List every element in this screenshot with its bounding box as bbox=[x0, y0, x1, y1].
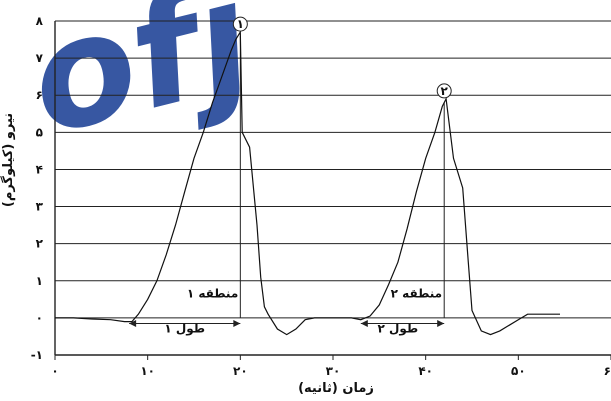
peak-marker-label: ۱ bbox=[237, 17, 244, 31]
y-tick-label: ۷ bbox=[36, 51, 44, 65]
y-tick-label: -۱ bbox=[31, 348, 43, 362]
chart-annotation: منطقه ۱ bbox=[187, 286, 238, 300]
plot-area bbox=[55, 30, 560, 336]
annotations: ۱ ۲ منطقه ۱ منطقه ۲ طول ۱ طول ۲ bbox=[129, 16, 452, 337]
x-tick-label: ۰ bbox=[51, 364, 58, 378]
y-tick-label: ۸ bbox=[36, 14, 44, 28]
y-tick-label: ۴ bbox=[36, 162, 43, 176]
chart-annotation: طول ۲ bbox=[377, 322, 418, 337]
x-tick-label: ۶۰ bbox=[604, 364, 611, 378]
x-tick-label: ۴۰ bbox=[418, 364, 433, 378]
x-tick-label: ۵۰ bbox=[511, 364, 526, 378]
grid bbox=[55, 20, 611, 356]
x-tick-label: ۳۰ bbox=[326, 364, 341, 378]
y-tick-label: ۳ bbox=[36, 200, 44, 214]
force-series-line bbox=[55, 30, 560, 336]
y-tick-label: ۱ bbox=[36, 274, 43, 288]
x-tick-label: ۱۰ bbox=[140, 364, 155, 378]
length-arrow-head-right bbox=[233, 319, 241, 327]
peak-marker-circle bbox=[436, 83, 452, 99]
y-tick-label: ۰ bbox=[36, 311, 43, 325]
x-tick-label: ۲۰ bbox=[233, 364, 248, 378]
peak-marker-circle bbox=[232, 16, 248, 32]
length-arrow-head-left bbox=[129, 319, 137, 327]
axes: -۱ ۰ ۱ ۲ ۳ ۴ ۵ ۶ ۷ ۸ ۰ ۱۰ ۲۰ ۳۰ ۴۰ ۵۰ ۶۰ bbox=[31, 14, 611, 378]
x-axis-title: زمان (ثانیه) bbox=[298, 381, 374, 396]
length-arrow-head-left bbox=[360, 319, 368, 327]
peak-marker-label: ۲ bbox=[441, 84, 449, 98]
chart-annotation: طول ۱ bbox=[164, 322, 205, 337]
y-axis-title: نیرو (کیلوگرم) bbox=[0, 113, 16, 207]
watermark: ofj bbox=[13, 0, 271, 169]
y-tick-label: ۲ bbox=[36, 237, 44, 251]
y-tick-label: ۵ bbox=[36, 125, 43, 139]
chart-annotation: منطقه ۲ bbox=[391, 286, 442, 300]
length-arrow-head-right bbox=[437, 319, 445, 327]
y-tick-label: ۶ bbox=[36, 88, 43, 102]
